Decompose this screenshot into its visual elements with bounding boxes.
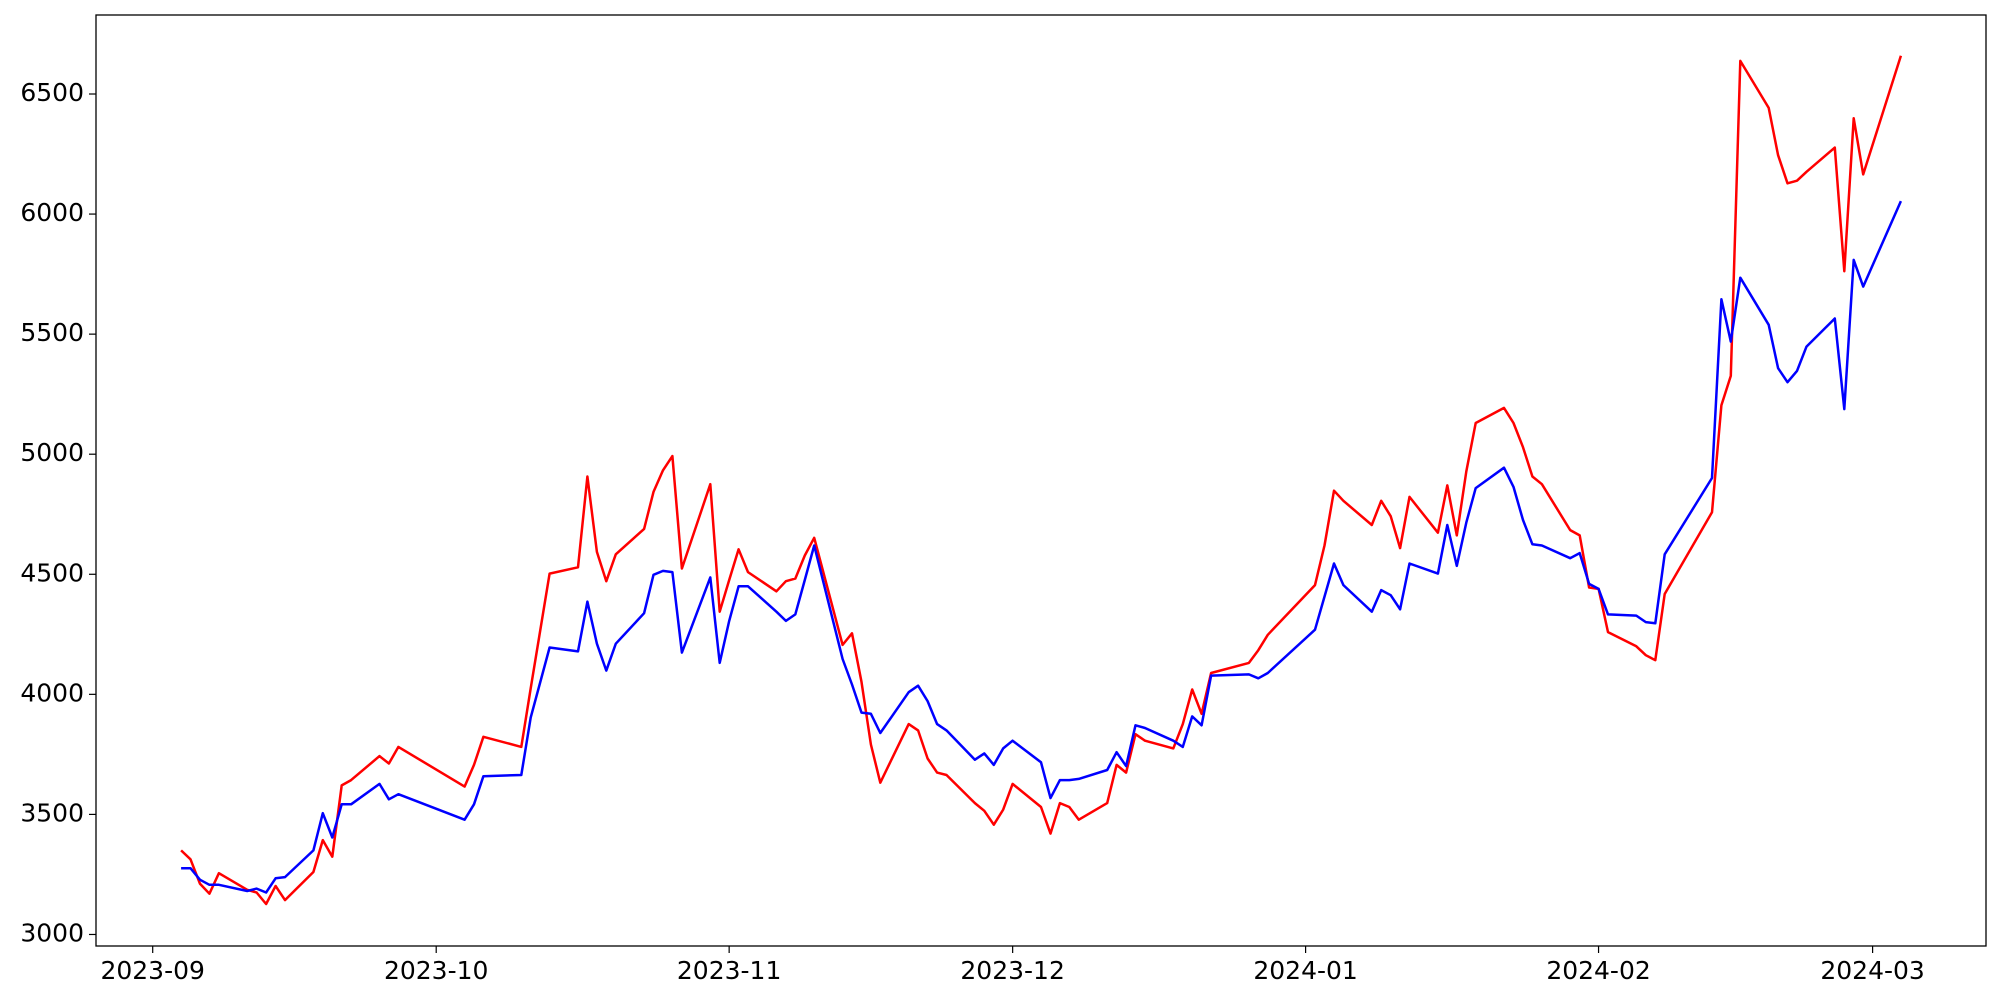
x-tick-label: 2024-03: [1820, 956, 1924, 985]
series-line: [180, 55, 1903, 906]
y-tick-label: 4000: [20, 678, 84, 707]
series-line: [181, 200, 1903, 894]
y-tick-label: 3000: [20, 918, 84, 947]
y-tick-label: 5000: [20, 438, 84, 467]
plot-frame: [95, 14, 1987, 947]
y-tick-label: 5500: [20, 318, 84, 347]
y-tick-label: 6500: [20, 78, 84, 107]
y-tick-label: 6000: [20, 198, 84, 227]
x-tick-label: 2023-10: [384, 956, 488, 985]
y-tick-label: 4500: [20, 558, 84, 587]
x-tick-label: 2023-12: [960, 956, 1064, 985]
x-tick-label: 2023-11: [677, 956, 781, 985]
y-tick-label: 3500: [20, 798, 84, 827]
x-tick-label: 2023-09: [100, 956, 204, 985]
x-tick-label: 2024-01: [1253, 956, 1357, 985]
x-tick-label: 2024-02: [1546, 956, 1650, 985]
